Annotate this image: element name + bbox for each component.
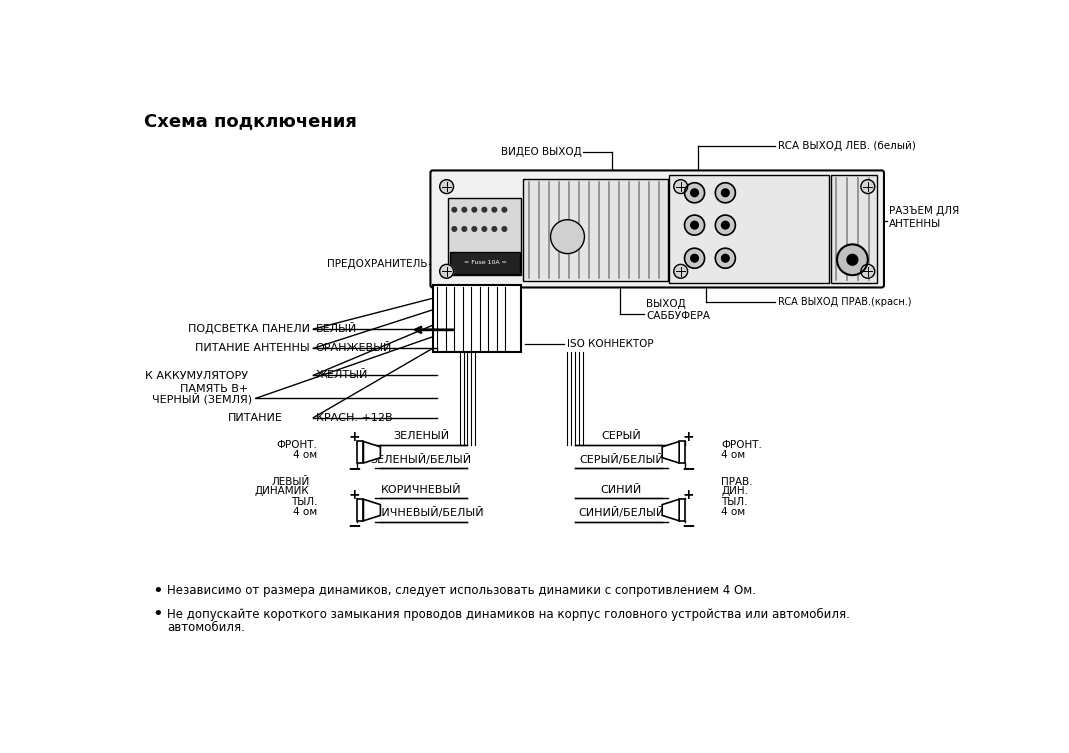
FancyBboxPatch shape [679, 499, 685, 521]
FancyBboxPatch shape [831, 175, 877, 283]
FancyBboxPatch shape [448, 198, 522, 275]
Text: БЕЛЫЙ: БЕЛЫЙ [315, 324, 357, 334]
Circle shape [452, 227, 456, 231]
Text: RCA ВЫХОД ПРАВ.(красн.): RCA ВЫХОД ПРАВ.(красн.) [778, 297, 911, 307]
Text: ПОДСВЕТКА ПАНЕЛИ: ПОДСВЕТКА ПАНЕЛИ [187, 324, 310, 334]
Circle shape [439, 264, 453, 279]
Text: +: + [348, 488, 360, 501]
Circle shape [715, 183, 735, 203]
Circle shape [861, 180, 874, 194]
Text: КОРИЧНЕВЫЙ: КОРИЧНЕВЫЙ [381, 486, 462, 495]
Text: ТЫЛ.: ТЫЛ. [291, 497, 317, 508]
Polygon shape [662, 499, 679, 521]
Circle shape [472, 227, 477, 231]
Text: •: • [153, 582, 164, 600]
FancyBboxPatch shape [679, 441, 685, 463]
Circle shape [452, 207, 456, 212]
Text: +: + [348, 430, 360, 444]
Circle shape [439, 180, 453, 194]
Circle shape [722, 255, 729, 262]
Polygon shape [363, 499, 381, 521]
Text: Независимо от размера динамиков, следует использовать динамики с сопротивлением : Независимо от размера динамиков, следует… [167, 584, 756, 597]
Circle shape [837, 245, 868, 275]
Text: КОРИЧНЕВЫЙ/БЕЛЫЙ: КОРИЧНЕВЫЙ/БЕЛЫЙ [358, 508, 484, 519]
Text: −: − [347, 517, 361, 535]
Circle shape [502, 227, 507, 231]
Text: ТЫЛ.: ТЫЛ. [722, 497, 748, 508]
Circle shape [462, 227, 467, 231]
Text: ДИН.: ДИН. [722, 486, 748, 495]
Text: ФРОНТ.: ФРОНТ. [277, 440, 317, 450]
Circle shape [715, 215, 735, 235]
Circle shape [861, 264, 874, 279]
Circle shape [684, 183, 704, 203]
Text: К АККУМУЛЯТОРУ
ПАМЯТЬ В+: К АККУМУЛЯТОРУ ПАМЯТЬ В+ [145, 371, 248, 394]
Text: СИНИЙ/БЕЛЫЙ: СИНИЙ/БЕЛЫЙ [578, 508, 665, 519]
Circle shape [492, 207, 497, 212]
FancyBboxPatch shape [523, 179, 668, 282]
Circle shape [691, 189, 698, 197]
Circle shape [691, 221, 698, 229]
Text: ЗЕЛЕНЫЙ/БЕЛЫЙ: ЗЕЛЕНЫЙ/БЕЛЫЙ [371, 453, 471, 465]
FancyBboxPatch shape [357, 499, 363, 521]
Text: автомобиля.: автомобиля. [167, 621, 245, 634]
Text: −: − [681, 517, 695, 535]
Text: Не допускайте короткого замыкания проводов динамиков на корпус головного устройс: Не допускайте короткого замыкания провод… [167, 608, 850, 620]
Text: ОРАНЖЕВЫЙ: ОРАНЖЕВЫЙ [315, 343, 392, 353]
Circle shape [722, 221, 729, 229]
Text: •: • [153, 605, 164, 623]
Text: ДИНАМИК: ДИНАМИК [254, 486, 310, 495]
Text: −: − [681, 459, 695, 477]
Circle shape [684, 215, 704, 235]
Text: ЖЕЛТЫЙ: ЖЕЛТЫЙ [315, 370, 368, 380]
Circle shape [551, 220, 585, 254]
Circle shape [673, 264, 687, 279]
Polygon shape [363, 441, 381, 463]
FancyBboxPatch shape [450, 252, 520, 273]
Circle shape [482, 227, 486, 231]
Text: ЧЕРНЫЙ (ЗЕМЛЯ): ЧЕРНЫЙ (ЗЕМЛЯ) [152, 392, 252, 404]
Circle shape [502, 207, 507, 212]
Text: ФРОНТ.: ФРОНТ. [722, 440, 762, 450]
Text: ISO КОННЕКТОР: ISO КОННЕКТОР [568, 340, 654, 349]
Text: −: − [347, 459, 361, 477]
Text: ЗЕЛЕНЫЙ: ЗЕЛЕНЫЙ [393, 431, 449, 441]
Text: СЕРЫЙ: СЕРЫЙ [602, 431, 641, 441]
Circle shape [684, 248, 704, 268]
Text: 4 ом: 4 ом [293, 508, 317, 517]
FancyBboxPatch shape [357, 441, 363, 463]
Text: ПРАВ.: ПРАВ. [722, 477, 754, 486]
Polygon shape [662, 441, 679, 463]
Text: ПИТАНИЕ: ПИТАНИЕ [228, 413, 282, 422]
Text: СИНИЙ: СИНИЙ [601, 486, 642, 495]
Circle shape [472, 207, 477, 212]
Text: 4 ом: 4 ом [293, 450, 317, 459]
FancyBboxPatch shape [431, 170, 884, 288]
Text: ПРЕДОХРАНИТЕЛЬ: ПРЕДОХРАНИТЕЛЬ [327, 258, 428, 269]
Circle shape [462, 207, 467, 212]
Circle shape [715, 248, 735, 268]
Text: = Fuse 10A =: = Fuse 10A = [464, 261, 507, 265]
Text: ВИДЕО ВЫХОД: ВИДЕО ВЫХОД [500, 147, 582, 157]
Circle shape [722, 189, 729, 197]
Text: КРАСН. +12В: КРАСН. +12В [315, 413, 392, 422]
Text: 4 ом: 4 ом [722, 450, 745, 459]
Text: ПИТАНИЕ АНТЕННЫ: ПИТАНИЕ АНТЕННЫ [195, 343, 310, 353]
Circle shape [673, 180, 687, 194]
Circle shape [482, 207, 486, 212]
Circle shape [847, 255, 857, 265]
Text: +: + [683, 488, 694, 501]
Circle shape [691, 255, 698, 262]
Text: Схема подключения: Схема подключения [144, 112, 357, 130]
Text: СЕРЫЙ/БЕЛЫЙ: СЕРЫЙ/БЕЛЫЙ [579, 453, 664, 465]
Text: RCA ВЫХОД ЛЕВ. (белый): RCA ВЫХОД ЛЕВ. (белый) [778, 141, 915, 151]
Text: ВЫХОД
САББУФЕРА: ВЫХОД САББУФЕРА [646, 299, 710, 321]
Text: ЛЕВЫЙ: ЛЕВЫЙ [272, 477, 310, 486]
Text: +: + [683, 430, 694, 444]
FancyBboxPatch shape [433, 285, 522, 352]
Text: РАЗЪЕМ ДЛЯ
АНТЕННЫ: РАЗЪЕМ ДЛЯ АНТЕННЫ [888, 206, 959, 229]
FancyBboxPatch shape [669, 175, 830, 283]
Text: 4 ом: 4 ом [722, 508, 745, 517]
Circle shape [492, 227, 497, 231]
